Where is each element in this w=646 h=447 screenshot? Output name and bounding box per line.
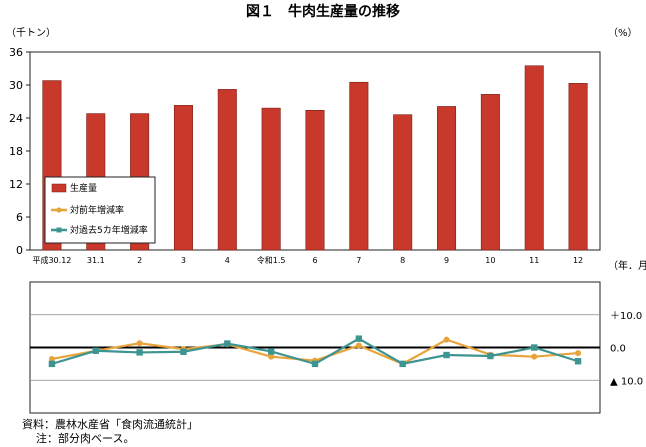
point-avg5: [92, 347, 99, 354]
point-yoy: [443, 336, 450, 343]
point-avg5: [180, 348, 187, 355]
legend-yoy-marker: [56, 207, 62, 213]
legend-bar-swatch: [51, 183, 67, 193]
y-left-tick-label: 36: [9, 46, 23, 59]
x-tick-label: 31.1: [87, 256, 105, 265]
point-yoy: [48, 355, 55, 362]
x-tick-label: 3: [181, 256, 186, 265]
point-avg5: [443, 351, 450, 359]
point-avg5: [311, 360, 319, 368]
legend-avg5-marker: [56, 227, 62, 233]
x-tick-label: 9: [444, 256, 449, 265]
x-tick-label: 8: [400, 256, 405, 265]
bar-production: [173, 105, 193, 251]
x-tick-label: 6: [312, 256, 317, 265]
x-tick-label: 令和1.5: [257, 255, 286, 265]
y-left-tick-label: 12: [9, 178, 23, 191]
x-tick-label: 10: [485, 256, 495, 265]
bar-production: [524, 65, 544, 251]
y-left-tick-label: 18: [9, 145, 23, 158]
bar-production: [261, 107, 281, 251]
point-avg5: [487, 352, 494, 360]
bar-production: [437, 106, 457, 251]
x-unit: （年．月）: [608, 259, 646, 272]
point-avg5: [355, 335, 363, 342]
x-tick-label: 7: [356, 256, 361, 265]
x-tick-label: 2: [137, 256, 142, 265]
bar-production: [480, 94, 500, 251]
x-tick-label: 平成30.12: [32, 255, 71, 265]
bar-production: [568, 83, 588, 251]
x-tick-label: 11: [529, 256, 539, 265]
point-avg5: [267, 348, 275, 355]
point-avg5: [574, 358, 582, 365]
chart-title: 図１ 牛肉生産量の推移: [246, 3, 400, 20]
point-yoy: [268, 353, 275, 360]
y-right-tick-label: 0.0: [610, 344, 626, 355]
point-yoy: [355, 342, 362, 349]
source-note: 資料：農林水産省「食肉流通統計」: [22, 417, 198, 431]
point-avg5: [224, 340, 231, 347]
legend: 生産量 対前年増減率 対過去5カ年増減率: [44, 176, 156, 244]
bar-production: [349, 81, 369, 251]
bar-production: [305, 110, 325, 251]
point-yoy: [136, 340, 143, 347]
y-left-tick-label: 30: [9, 79, 23, 92]
y-left-unit: （千トン）: [6, 27, 56, 39]
legend-label-avg5: 対過去5カ年増減率: [70, 224, 148, 236]
x-tick-label: 12: [573, 256, 583, 265]
bar-production: [217, 89, 237, 251]
footnote: 注：部分肉ベース。: [36, 431, 134, 445]
point-yoy: [575, 350, 582, 357]
bar-production: [393, 114, 413, 251]
y-left-tick-label: 6: [16, 211, 23, 224]
point-avg5: [48, 360, 56, 368]
y-left-tick-label: 24: [9, 112, 23, 125]
x-tick-label: 4: [225, 256, 230, 265]
point-avg5: [399, 360, 406, 368]
y-left-tick-label: 0: [16, 244, 23, 257]
point-avg5: [136, 349, 143, 356]
legend-label-production: 生産量: [70, 182, 97, 194]
y-right-tick-label: ▲ 10.0: [610, 376, 643, 387]
y-right-unit: （%）: [608, 27, 638, 39]
legend-label-yoy: 対前年増減率: [70, 204, 124, 216]
point-yoy: [531, 353, 538, 360]
y-right-tick-label: ＋10.0: [610, 311, 642, 322]
point-avg5: [531, 344, 538, 351]
